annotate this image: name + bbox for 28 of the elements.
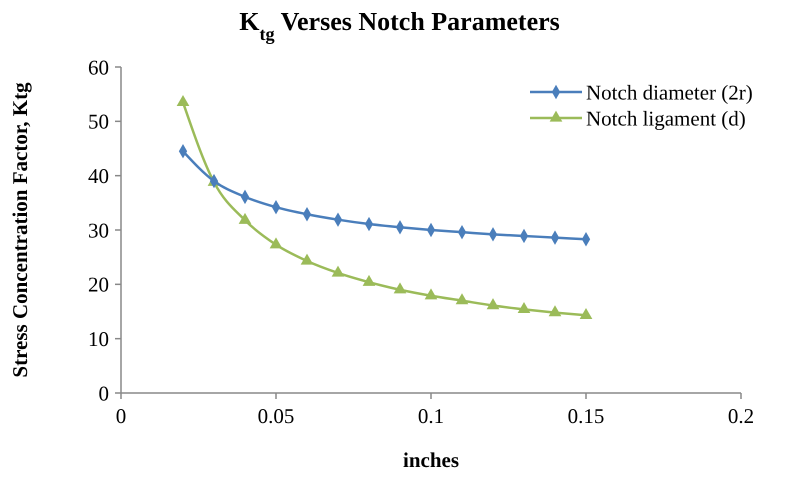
y-tick-label: 30 <box>88 218 109 242</box>
x-tick-label: 0.15 <box>568 404 604 428</box>
y-tick-label: 0 <box>98 381 109 406</box>
point <box>486 298 500 310</box>
y-tick-label: 10 <box>88 327 109 352</box>
y-tick-label: 50 <box>88 110 109 134</box>
x-tick-label: 0.1 <box>418 404 444 428</box>
point <box>424 288 438 300</box>
x-tick-label: 0 <box>116 404 126 428</box>
point <box>456 293 468 304</box>
point <box>270 237 282 248</box>
point <box>580 308 592 319</box>
point <box>332 266 344 277</box>
x-axis-title: inches <box>402 448 460 472</box>
point <box>394 282 406 294</box>
x-tick-label: 0.05 <box>258 404 294 428</box>
chart-title: K$_{tg}$ Verses Notch Parameters <box>239 7 560 45</box>
legend-label: Notch ligament (d) <box>586 106 746 130</box>
point <box>548 305 562 316</box>
point <box>362 274 376 286</box>
y-tick-label: 40 <box>88 164 109 188</box>
point <box>300 254 314 265</box>
legend-label: Notch diameter (2r) <box>586 80 753 104</box>
y-axis-title: Stress Concentration Factor, Ktg <box>8 82 32 378</box>
y-tick-label: 60 <box>88 55 109 80</box>
point <box>518 302 530 313</box>
x-tick-label: 0.2 <box>728 404 754 428</box>
y-tick-label: 20 <box>88 272 109 297</box>
